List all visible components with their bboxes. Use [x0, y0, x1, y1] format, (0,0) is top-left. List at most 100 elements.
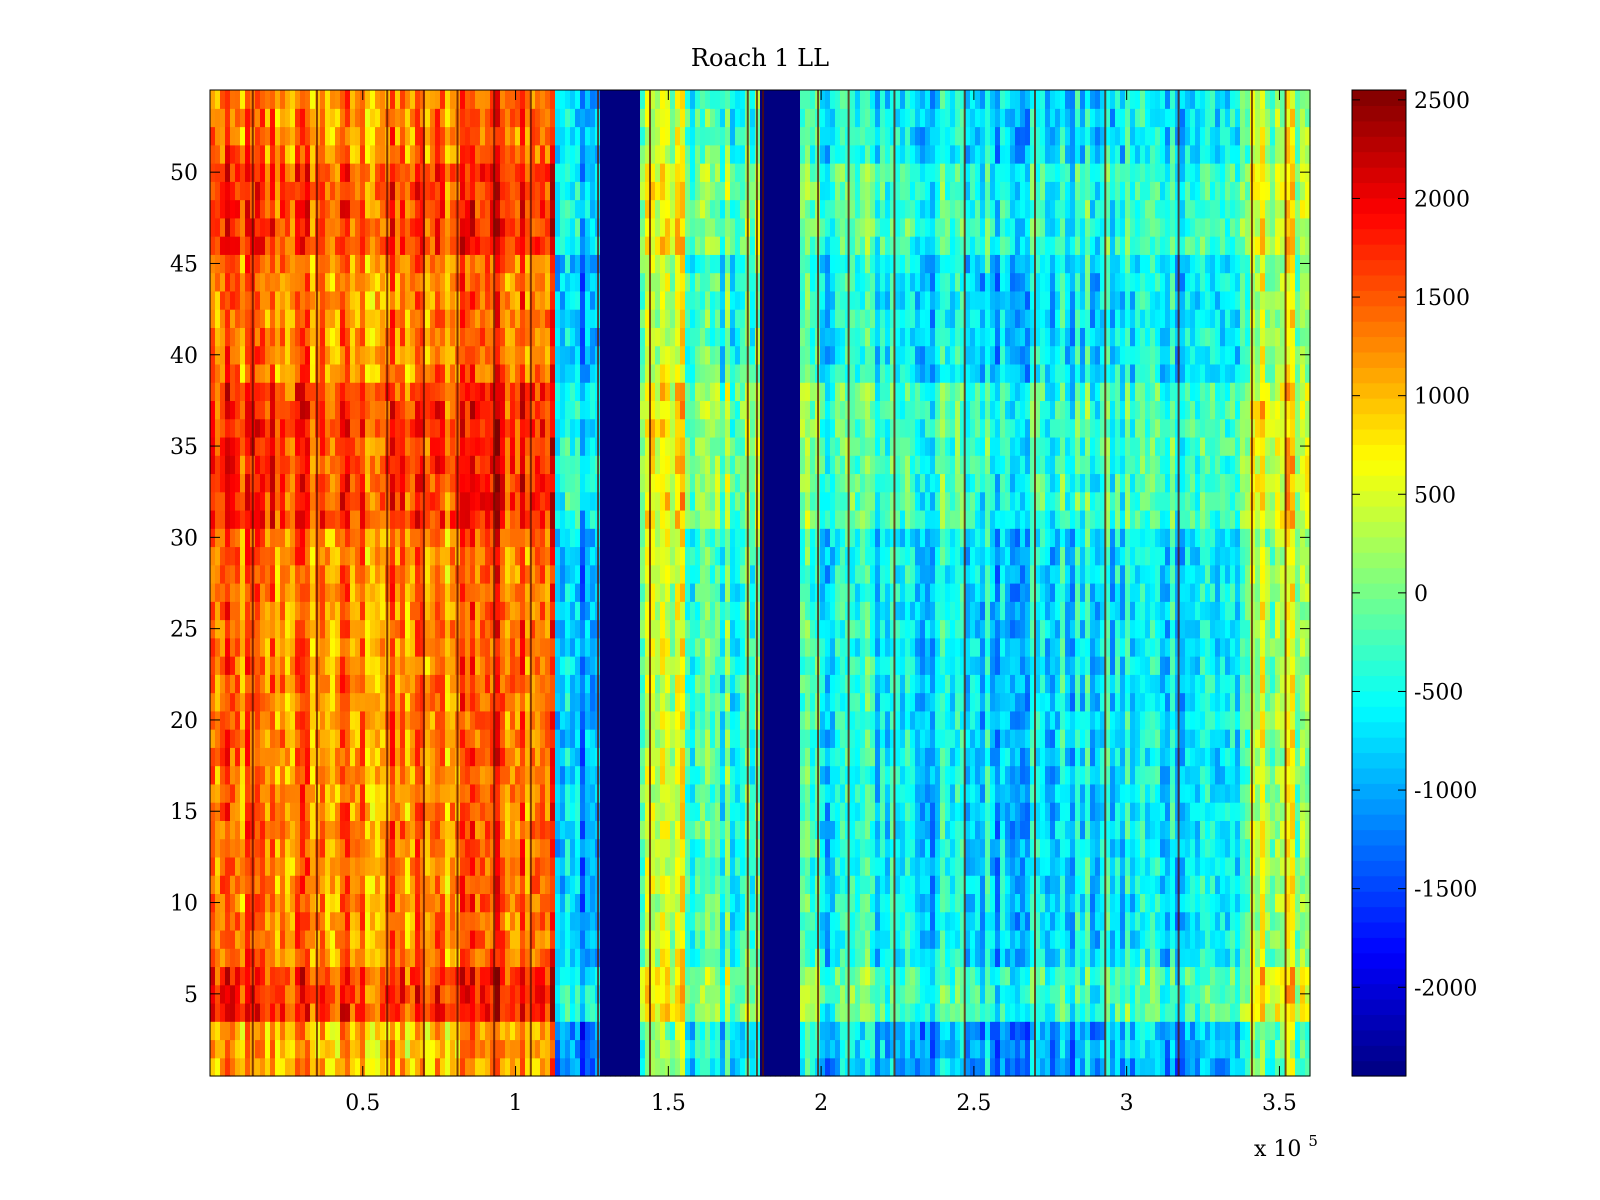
- heatmap-cell: [280, 272, 286, 292]
- heatmap-cell: [435, 656, 441, 675]
- heatmap-cell: [480, 455, 486, 475]
- heatmap-cell: [495, 327, 501, 347]
- heatmap-cell: [230, 911, 236, 931]
- heatmap-cell: [615, 1039, 621, 1059]
- heatmap-cell: [545, 1057, 551, 1077]
- heatmap-cell: [635, 491, 641, 511]
- heatmap-cell: [640, 363, 646, 383]
- heatmap-cell: [290, 893, 296, 913]
- heatmap-cell: [545, 236, 551, 255]
- heatmap-cell: [445, 254, 451, 274]
- heatmap-cell: [480, 820, 486, 840]
- heatmap-cell: [420, 856, 426, 876]
- heatmap-cell: [275, 382, 281, 402]
- heatmap-cell: [320, 363, 326, 383]
- heatmap-cell: [225, 163, 231, 182]
- heatmap-cell: [285, 856, 291, 876]
- heatmap-cell: [640, 418, 646, 438]
- heatmap-cell: [565, 163, 571, 182]
- heatmap-cell: [300, 747, 306, 767]
- heatmap-cell: [305, 1021, 311, 1041]
- heatmap-cell: [365, 875, 371, 895]
- heatmap-cell: [435, 1021, 441, 1041]
- heatmap-cell: [535, 656, 541, 675]
- heatmap-cell: [320, 637, 326, 657]
- heatmap-cell: [305, 911, 311, 931]
- heatmap-cell: [410, 491, 416, 511]
- heatmap-cell: [255, 126, 261, 146]
- heatmap-cell: [655, 418, 661, 438]
- heatmap-cell: [545, 473, 551, 493]
- heatmap-cell: [590, 382, 596, 402]
- heatmap-cell: [335, 637, 341, 657]
- heatmap-cell: [620, 436, 626, 456]
- heatmap-cell: [215, 491, 221, 511]
- heatmap-cell: [355, 656, 361, 675]
- heatmap-cell: [370, 984, 376, 1004]
- heatmap-cell: [545, 217, 551, 237]
- heatmap-cell: [620, 710, 626, 730]
- heatmap-cell: [215, 838, 221, 858]
- heatmap-cell: [560, 199, 566, 219]
- heatmap-cell: [220, 966, 226, 986]
- heatmap-cell: [605, 856, 611, 876]
- heatmap-cell: [345, 893, 351, 913]
- heatmap-cell: [335, 181, 341, 201]
- heatmap-cell: [505, 272, 511, 292]
- heatmap-cell: [265, 382, 271, 402]
- heatmap-cell: [350, 327, 356, 347]
- heatmap-cell: [630, 363, 636, 383]
- heatmap-cell: [350, 1057, 356, 1077]
- heatmap-cell: [635, 418, 641, 438]
- heatmap-cell: [580, 729, 586, 748]
- heatmap-cell: [345, 400, 351, 420]
- heatmap-cell: [390, 564, 396, 584]
- heatmap-cell: [615, 509, 621, 529]
- heatmap-cell: [620, 163, 626, 182]
- heatmap-cell: [480, 710, 486, 730]
- heatmap-cell: [350, 674, 356, 694]
- heatmap-cell: [235, 1057, 241, 1077]
- heatmap-cell: [375, 309, 381, 328]
- heatmap-cell: [555, 418, 561, 438]
- heatmap-cell: [370, 583, 376, 602]
- heatmap-cell: [415, 345, 421, 365]
- heatmap-cell: [655, 217, 661, 237]
- heatmap-cell: [450, 856, 456, 876]
- heatmap-cell: [625, 400, 631, 420]
- heatmap-cell: [545, 1002, 551, 1022]
- heatmap-cell: [640, 820, 646, 840]
- heatmap-cell: [405, 911, 411, 931]
- heatmap-cell: [640, 108, 646, 128]
- heatmap-cell: [575, 1021, 581, 1041]
- heatmap-cell: [310, 656, 316, 675]
- heatmap-cell: [300, 838, 306, 858]
- heatmap-cell: [270, 181, 276, 201]
- heatmap-cell: [375, 729, 381, 748]
- heatmap-cell: [510, 345, 516, 365]
- heatmap-cell: [415, 802, 421, 821]
- heatmap-cell: [425, 309, 431, 328]
- heatmap-cell: [665, 911, 671, 931]
- heatmap-cell: [345, 126, 351, 146]
- heatmap-cell: [370, 528, 376, 548]
- heatmap-cell: [235, 893, 241, 913]
- heatmap-cell: [490, 802, 496, 821]
- heatmap-cell: [435, 1002, 441, 1022]
- heatmap-cell: [345, 546, 351, 566]
- heatmap-cell: [210, 546, 216, 566]
- heatmap-cell: [470, 199, 476, 219]
- heatmap-cell: [510, 1021, 516, 1041]
- heatmap-cell: [365, 199, 371, 219]
- heatmap-cell: [495, 1002, 501, 1022]
- heatmap-cell: [380, 528, 386, 548]
- heatmap-cell: [215, 181, 221, 201]
- heatmap-cell: [485, 546, 491, 566]
- heatmap-cell: [520, 363, 526, 383]
- heatmap-cell: [470, 1057, 476, 1077]
- heatmap-cell: [485, 747, 491, 767]
- heatmap-cell: [450, 382, 456, 402]
- heatmap-cell: [550, 802, 556, 821]
- heatmap-cell: [635, 290, 641, 310]
- heatmap-cell: [670, 984, 676, 1004]
